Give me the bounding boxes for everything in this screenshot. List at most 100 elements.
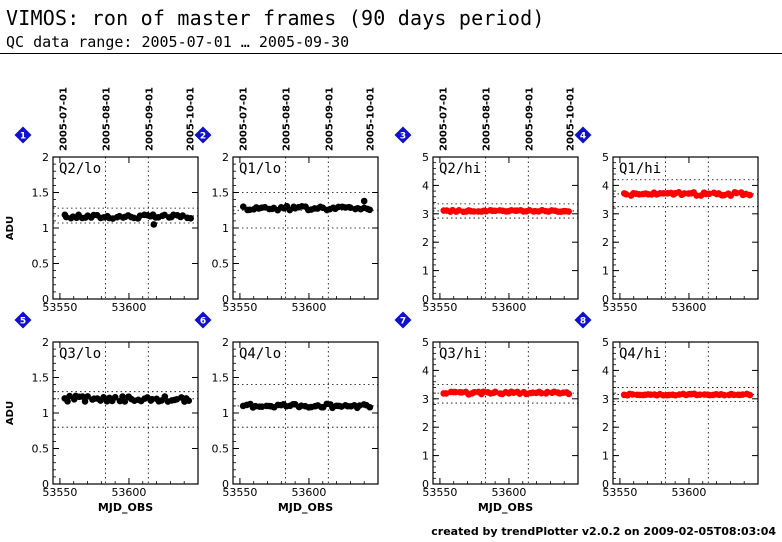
data-point — [491, 388, 499, 396]
data-point — [84, 393, 91, 400]
x-tick-label: 53550 — [222, 486, 257, 499]
plot-frame — [432, 156, 579, 300]
y-tick-label: 2 — [422, 236, 429, 249]
date-tick-label: 2005-08-01 — [281, 87, 292, 151]
y-tick-label: 0 — [422, 293, 429, 306]
data-point — [746, 391, 754, 399]
date-tick-label: 2005-08-01 — [101, 87, 112, 151]
y-tick-label: 0 — [222, 478, 229, 491]
panel-number-marker — [394, 311, 412, 329]
y-tick-label: 0 — [422, 478, 429, 491]
y-tick-label: 3 — [602, 393, 609, 406]
page-title: VIMOS: ron of master frames (90 days per… — [6, 6, 545, 30]
plot-frame — [612, 341, 759, 485]
panel-number: 8 — [580, 317, 586, 327]
y-tick-label: 0 — [602, 293, 609, 306]
panel-1: 0 0.5 1 1.5 2 53550 53600 Q2/lo ADU 2005-07-01 200… — [5, 87, 199, 314]
data-point — [150, 221, 158, 228]
y-tick-label: 2 — [422, 421, 429, 434]
data-point — [111, 393, 119, 401]
plot-frame — [432, 341, 579, 485]
y-tick-label: 4 — [422, 364, 429, 377]
x-tick-label: 53600 — [111, 486, 146, 499]
x-tick-label: 53550 — [602, 301, 637, 314]
date-tick-label: 2005-07-01 — [239, 87, 250, 151]
data-point — [733, 189, 740, 197]
y-tick-label: 1.5 — [32, 372, 50, 385]
panel-number: 2 — [200, 132, 206, 142]
data-point — [746, 191, 754, 199]
y-tick-label: 5 — [422, 336, 429, 349]
panel-4: 0 1 2 3 4 5 53550 53600 Q1/hi 4 — [574, 126, 759, 314]
panel-label: Q2/lo — [59, 161, 101, 177]
y-tick-label: 3 — [422, 393, 429, 406]
y-tick-label: 2 — [602, 421, 609, 434]
title-divider — [0, 53, 782, 54]
data-point — [119, 393, 126, 400]
y-tick-label: 2 — [42, 151, 49, 164]
y-tick-label: 2 — [222, 151, 229, 164]
x-tick-label: 53550 — [602, 486, 637, 499]
data-point — [565, 208, 572, 215]
data-point — [366, 206, 373, 214]
y-tick-label: 1 — [222, 407, 229, 420]
x-axis-label: MJD_OBS — [278, 501, 333, 514]
panel-number-marker — [574, 126, 592, 144]
panel-number-marker — [574, 311, 592, 329]
y-tick-label: 1.5 — [212, 187, 230, 200]
y-tick-label: 1.5 — [32, 187, 50, 200]
panel-label: Q4/hi — [619, 346, 661, 362]
date-tick-label: 2005-10-01 — [366, 87, 377, 151]
date-tick-label: 2005-07-01 — [59, 87, 70, 151]
plot-frame — [52, 156, 199, 300]
panel-number: 1 — [20, 132, 26, 142]
x-tick-label: 53600 — [491, 486, 526, 499]
plot-frame — [52, 341, 199, 485]
x-tick-label: 53600 — [491, 301, 526, 314]
data-point — [187, 215, 194, 222]
x-axis-label: MJD_OBS — [98, 501, 153, 514]
y-tick-label: 1 — [222, 222, 229, 235]
date-tick-label: 2005-09-01 — [144, 87, 155, 151]
footer-credit: created by trendPlotter v2.0.2 on 2009-0… — [431, 525, 776, 538]
plot-frame — [232, 341, 379, 485]
data-point — [81, 398, 89, 405]
x-tick-label: 53600 — [291, 486, 326, 499]
panel-label: Q3/lo — [59, 346, 101, 362]
data-point — [121, 398, 129, 405]
panel-number: 3 — [400, 132, 406, 142]
panel-number-marker — [194, 311, 212, 329]
y-tick-label: 5 — [602, 336, 609, 349]
panel-label: Q1/lo — [239, 161, 281, 177]
y-tick-label: 4 — [602, 179, 609, 192]
data-point — [66, 392, 73, 400]
y-tick-label: 2 — [42, 336, 49, 349]
x-tick-label: 53600 — [671, 301, 706, 314]
data-point — [366, 403, 374, 411]
panel-number: 4 — [580, 132, 586, 142]
y-tick-label: 0.5 — [212, 258, 230, 271]
y-tick-label: 3 — [422, 208, 429, 221]
y-tick-label: 1.5 — [212, 372, 230, 385]
panel-label: Q2/hi — [439, 161, 481, 177]
date-tick-label: 2005-09-01 — [524, 87, 535, 151]
y-tick-label: 0 — [222, 293, 229, 306]
y-tick-label: 3 — [602, 208, 609, 221]
panel-label: Q3/hi — [439, 346, 481, 362]
panel-number: 7 — [400, 317, 406, 327]
x-tick-label: 53550 — [42, 486, 77, 499]
y-tick-label: 4 — [602, 364, 609, 377]
panel-number-marker — [394, 126, 412, 144]
data-point — [79, 393, 86, 400]
y-tick-label: 0 — [42, 478, 49, 491]
panel-7: 0 1 2 3 4 5 53550 53600 Q3/hi MJD_OBS 7 — [394, 311, 579, 514]
x-tick-label: 53550 — [422, 301, 457, 314]
data-point — [565, 390, 573, 398]
y-tick-label: 0 — [602, 478, 609, 491]
x-tick-label: 53550 — [42, 301, 77, 314]
y-axis-label: ADU — [5, 401, 16, 425]
plot-frame — [612, 156, 759, 300]
panel-number-marker — [194, 126, 212, 144]
panel-number: 6 — [200, 317, 206, 327]
